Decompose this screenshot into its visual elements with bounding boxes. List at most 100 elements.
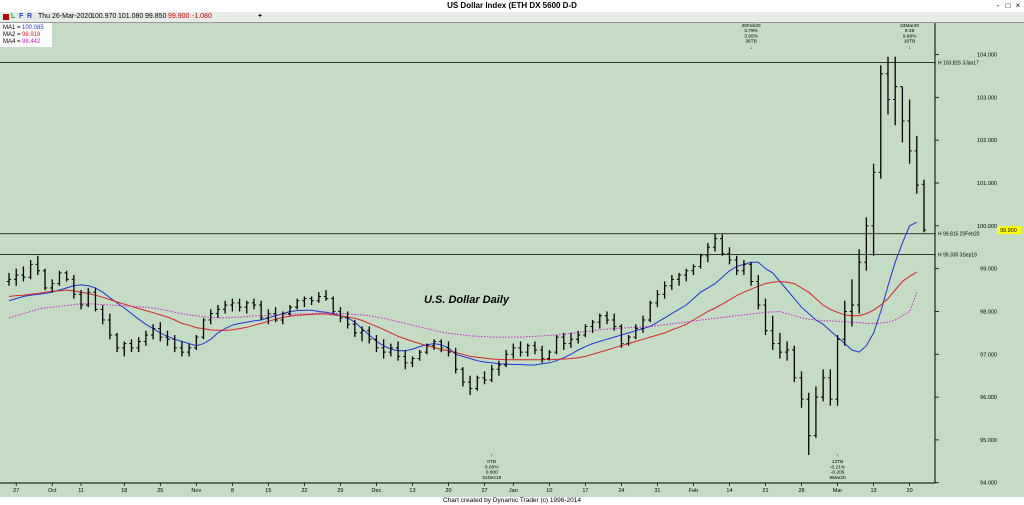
y-tick-label: 94.000 (980, 481, 997, 487)
ohlc-bar (503, 349, 509, 368)
ohlc-bar (806, 392, 811, 455)
x-tick-label: 24 (618, 488, 624, 494)
ohlc-bar (626, 335, 631, 346)
x-tick-label: 15 (265, 488, 271, 494)
ohlc-bar (244, 300, 249, 314)
x-tick-label: 22 (301, 488, 307, 494)
ohlc-bar (165, 330, 170, 346)
ohlc-bar (669, 275, 675, 291)
chart-annotation-title: U.S. Dollar Daily (424, 294, 510, 306)
close-button[interactable]: × (1015, 1, 1021, 10)
ohlc-bar (417, 349, 422, 361)
ohlc-bar (525, 343, 530, 357)
ohlc-bar (633, 324, 639, 340)
ohlc-bar (309, 296, 314, 306)
annotation-text: -0.205 (831, 470, 845, 476)
x-tick-label: 13 (871, 488, 877, 494)
x-tick-label: 14 (726, 488, 732, 494)
ohlc-bar (172, 335, 177, 353)
ohlc-bar (21, 266, 26, 282)
ohlc-bar (489, 364, 494, 383)
x-tick-label: Nov (191, 488, 201, 494)
annotation-text: 10TB (904, 39, 915, 45)
y-axis: 94.000 95.000 96.000 97.000 98.000 99.000 100.… (934, 23, 997, 487)
ohlc-bar (114, 332, 120, 353)
ohlc-bar (777, 332, 783, 359)
maximize-button[interactable]: □ (1005, 1, 1011, 10)
ohlc-bar (518, 341, 523, 357)
ohlc-bar (323, 290, 329, 301)
ma1-legend-value: 100.085 (22, 25, 44, 31)
ohlc-bar (42, 268, 48, 291)
ohlc-bar (302, 296, 307, 308)
ohlc-bar (64, 270, 69, 282)
ohlc-bar (705, 242, 711, 263)
ohlc-bar (583, 324, 588, 338)
ohlc-bar (122, 341, 127, 357)
x-tick-label: 17 (582, 488, 588, 494)
x-tick-label: Dec (372, 488, 382, 494)
ohlc-bar (900, 86, 905, 143)
annotation-text: 20Feb20 (742, 23, 761, 29)
ohlc-bar (835, 335, 840, 406)
minimize-button[interactable]: - (996, 1, 1000, 10)
price-chart[interactable]: MA1 = 100.085 MA2 = 98.918 MA4 = 98.442 … (0, 23, 1024, 497)
ohlc-bar (143, 330, 149, 346)
ohlc-bar (460, 367, 466, 387)
ohlc-bar (698, 253, 703, 269)
ohlc-bar (676, 272, 682, 286)
ma4-legend-value: 98.442 (22, 39, 41, 45)
close-value: 99.900 (168, 13, 190, 20)
ohlc-bar (316, 292, 322, 303)
annotation-text: 9Mar20 (829, 475, 846, 481)
ohlc-bar (511, 343, 516, 359)
ohlc-bar (575, 330, 581, 344)
last-price-box (997, 226, 1021, 235)
ohlc-bar (820, 369, 826, 402)
reference-line-label: H 103.815 3Jan17 (938, 60, 979, 66)
ohlc-bar (222, 300, 228, 314)
ohlc-bar (784, 341, 790, 361)
ohlc-bar (367, 326, 372, 344)
ohlc-bar (813, 386, 819, 438)
line-tool-icon[interactable]: L (11, 13, 16, 20)
x-axis: 27 Oct 11 18 25 Nov 8 15 22 29 Dec 13 20 27 Jan 10 17 24 3… (0, 482, 935, 494)
ohlc-bar (453, 347, 458, 374)
ma2-line (8, 271, 918, 361)
last-price-marker: 99.900 (997, 226, 1021, 235)
ohlc-bar (496, 360, 502, 376)
change-value: -1.080 (192, 13, 212, 20)
x-tick-label: Jan (509, 488, 518, 494)
ohlc-bar (561, 332, 566, 350)
ohlc-bar (532, 341, 538, 355)
ohlc-bar (86, 287, 91, 308)
ohlc-bar (403, 349, 408, 370)
ohlc-bar (763, 298, 768, 335)
x-tick-label: 31 (654, 488, 660, 494)
plus-icon[interactable]: + (258, 13, 263, 20)
last-price-label: 99.900 (1000, 228, 1017, 234)
annotation-text: 31Dec19 (482, 475, 502, 481)
ohlc-bar (280, 311, 285, 325)
fib-tool-icon[interactable]: F (19, 13, 24, 20)
ohlc-bar (864, 217, 869, 271)
x-tick-label: Oct (48, 488, 57, 494)
ohlc-bar (35, 255, 41, 276)
y-tick-label: 99.000 (980, 267, 997, 273)
up-arrow-icon: ↑ (490, 453, 493, 459)
annotation-text: 0.000 (486, 470, 498, 476)
legend-box (0, 23, 52, 47)
y-tick-label: 95.000 (980, 438, 997, 444)
ohlc-bar (424, 343, 430, 355)
swing-annotations: 20Feb203.79%3.95%36TB↓23Mar209.359.88%10… (482, 23, 919, 481)
red-square-icon[interactable] (3, 14, 9, 20)
ratio-tool-icon[interactable]: R (27, 13, 33, 20)
ohlc-bar (619, 324, 624, 348)
ohlc-bar (648, 300, 653, 323)
ohlc-bar (28, 260, 33, 280)
ohlc-bar (878, 65, 883, 179)
y-tick-label: 96.000 (980, 395, 997, 401)
x-tick-label: Feb (689, 488, 698, 494)
